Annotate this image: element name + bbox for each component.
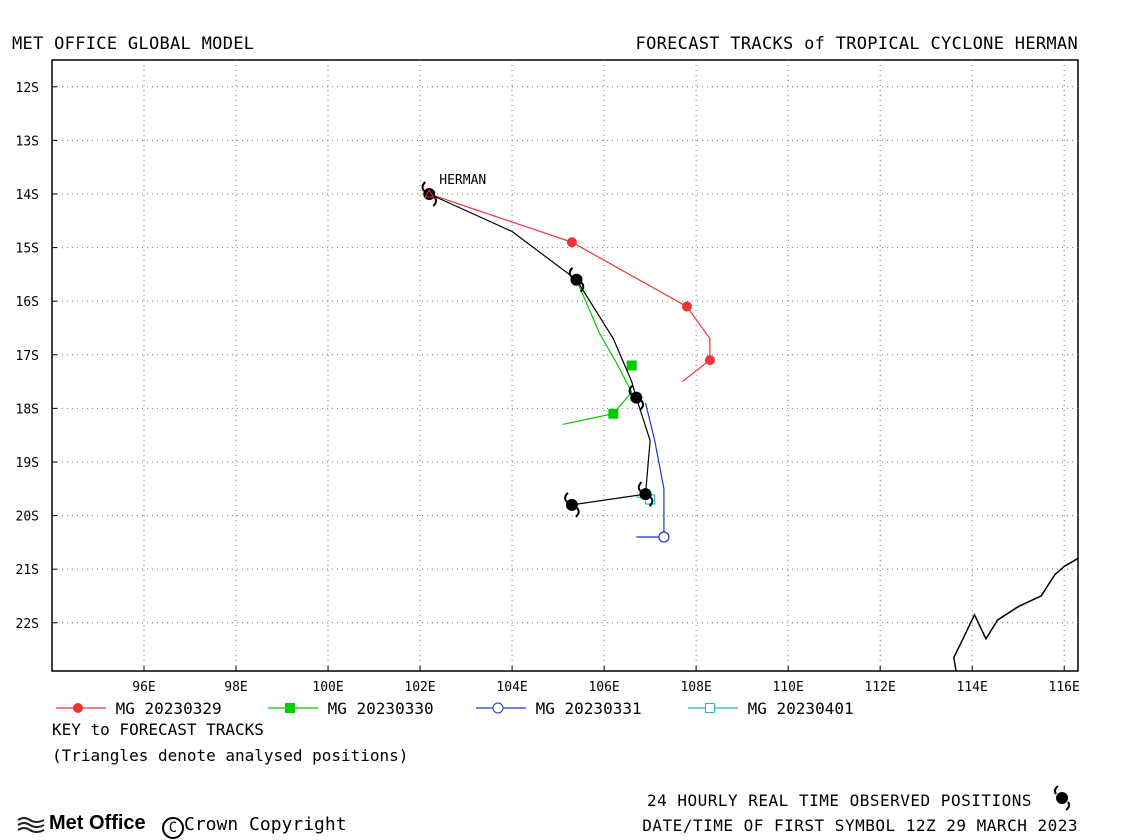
key-note: (Triangles denote analysed positions) [52,746,409,765]
coastline [952,557,1079,672]
cyclone-arm [639,399,645,411]
lon-label: 108E [680,680,711,695]
legend-item: MG 20230329 [56,699,222,718]
lat-label: 14S [16,188,39,203]
cyclone-arm [421,181,427,192]
cyclone-symbol [637,481,654,507]
legend-marker [476,702,526,714]
cyclone-arm [579,282,585,293]
cyclone-arm [648,496,654,507]
lat-label: 22S [16,617,39,632]
met-office-logo-icon [17,816,45,833]
storm-name-label: HERMAN [439,173,486,188]
forecast-track-marker [681,301,692,312]
lat-label: 17S [16,349,39,364]
forecast-track-marker [626,360,637,371]
forecast-track-marker [658,531,670,543]
met-office-logo-text: Met Office [49,812,146,834]
chart-title: FORECAST TRACKS of TROPICAL CYCLONE HERM… [635,34,1078,54]
cyclone-core [570,273,583,286]
lat-label: 19S [16,456,39,471]
legend-item: MG 20230330 [268,699,434,718]
cyclone-arm [432,196,438,207]
cyclone-symbol [421,181,438,207]
legend-label: MG 20230329 [106,699,222,718]
lon-label: 116E [1049,680,1080,695]
lat-label: 16S [16,295,39,310]
model-title: MET OFFICE GLOBAL MODEL [12,34,255,54]
cyclone-symbol [564,492,580,518]
map-frame [51,59,1079,672]
legend-label: MG 20230330 [318,699,434,718]
legend-label: MG 20230401 [738,699,854,718]
analysed-triangle [424,188,435,198]
lon-label: 102E [404,680,435,695]
cyclone-symbol-icon [1053,785,1071,811]
copyright-text: Crown Copyright [184,814,347,835]
legend-marker [268,703,318,713]
met-office-logo: Met Office [16,812,146,835]
cyclone-core [630,391,643,404]
forecast-track-line [562,279,633,426]
copyright: C Crown Copyright [162,814,347,839]
lon-label: 106E [588,680,619,695]
lon-label: 112E [865,680,896,695]
observed-positions-note: 24 HOURLY REAL TIME OBSERVED POSITIONS [646,791,1032,810]
legend-marker [688,703,738,713]
lon-label: 100E [312,680,343,695]
cyclone-arm [637,481,643,492]
forecast-track-line [636,402,665,538]
lat-label: 12S [16,81,39,96]
legend-label: MG 20230331 [526,699,642,718]
cyclone-arm [628,384,634,396]
legend-item: MG 20230331 [476,699,642,718]
first-symbol-note: DATE/TIME OF FIRST SYMBOL 12Z 29 MARCH 2… [642,816,1078,835]
lon-label: 114E [957,680,988,695]
legend-marker [56,703,106,713]
lat-label: 20S [16,510,39,525]
copyright-icon: C [162,817,184,839]
lat-label: 21S [16,563,39,578]
cyclone-symbol [568,267,585,293]
cyclone-core [565,498,578,511]
forecast-track-marker [704,355,715,366]
lat-label: 13S [16,134,39,149]
cyclone-arm [568,267,574,278]
legend-item: MG 20230401 [688,699,854,718]
cyclone-core [639,488,652,501]
observed-track-line [429,193,651,506]
lon-label: 98E [224,680,247,695]
cyclone-arm [564,492,569,503]
forecast-track-marker [608,408,619,419]
lon-label: 96E [132,680,155,695]
lon-label: 104E [496,680,527,695]
key-title: KEY to FORECAST TRACKS [52,720,264,739]
forecast-track-marker [566,237,577,248]
cyclone-symbol [628,384,645,411]
lat-label: 15S [16,242,39,257]
forecast-track-line [429,193,711,383]
cyclone-arm [575,507,580,518]
lon-label: 110E [772,680,803,695]
lat-label: 18S [16,402,39,417]
